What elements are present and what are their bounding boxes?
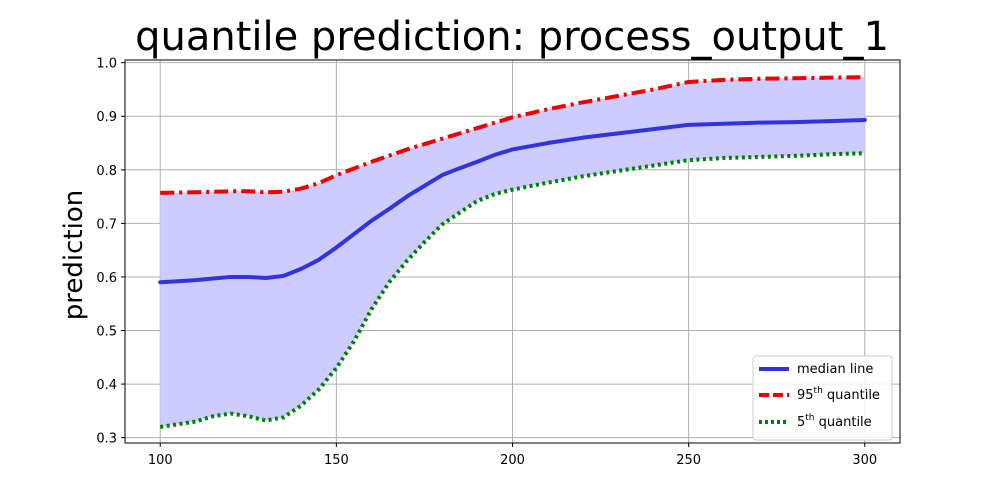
x-tick-label: 300	[852, 453, 877, 468]
legend-95-rest: quantile	[823, 388, 880, 403]
y-tick-label: 0.7	[96, 217, 117, 232]
series-line-median	[158, 117, 867, 285]
legend-5-number: 5	[797, 415, 805, 430]
grid-lines	[125, 60, 900, 443]
y-tick-label: 0.9	[96, 110, 117, 125]
legend-box	[752, 355, 893, 441]
y-tick-label: 0.6	[96, 271, 117, 286]
x-tick-label: 200	[500, 453, 525, 468]
series-line-95th-quantile	[160, 75, 865, 195]
y-tick-label: 0.5	[96, 325, 117, 340]
y-axis-label: prediction	[59, 190, 89, 320]
legend-label-5th: 5th quantile	[797, 413, 872, 430]
y-tick-label: 0.4	[96, 378, 117, 393]
legend-95-sup: th	[814, 386, 823, 396]
x-axis-ticks: 100 150 200 250 300	[148, 443, 877, 468]
legend-5-sup: th	[805, 413, 814, 423]
legend-5-rest: quantile	[815, 415, 872, 430]
y-tick-label: 0.3	[96, 432, 117, 447]
legend-label-95th: 95th quantile	[797, 386, 880, 403]
y-tick-label: 1.0	[96, 57, 117, 72]
y-axis-ticks: 0.3 0.4 0.5 0.6 0.7 0.8 0.9 1.0	[96, 57, 125, 447]
x-tick-label: 100	[148, 453, 173, 468]
plot-area: 100 150 200 250 300 0.3 0.4 0.5 0.6 0.7 0.8 0.9 1.0	[96, 57, 901, 468]
legend-95-number: 95	[797, 388, 814, 403]
series-line-5th-quantile	[159, 151, 865, 429]
series-lines	[158, 75, 867, 429]
legend-label-median: median line	[797, 362, 873, 377]
x-tick-label: 150	[324, 453, 349, 468]
x-tick-label: 250	[676, 453, 701, 468]
chart-title: quantile prediction: process_output_1	[135, 14, 889, 60]
quantile-band-fill	[160, 77, 865, 427]
y-tick-label: 0.8	[96, 164, 117, 179]
legend: median line 95th quantile 5th quantile	[752, 355, 893, 441]
